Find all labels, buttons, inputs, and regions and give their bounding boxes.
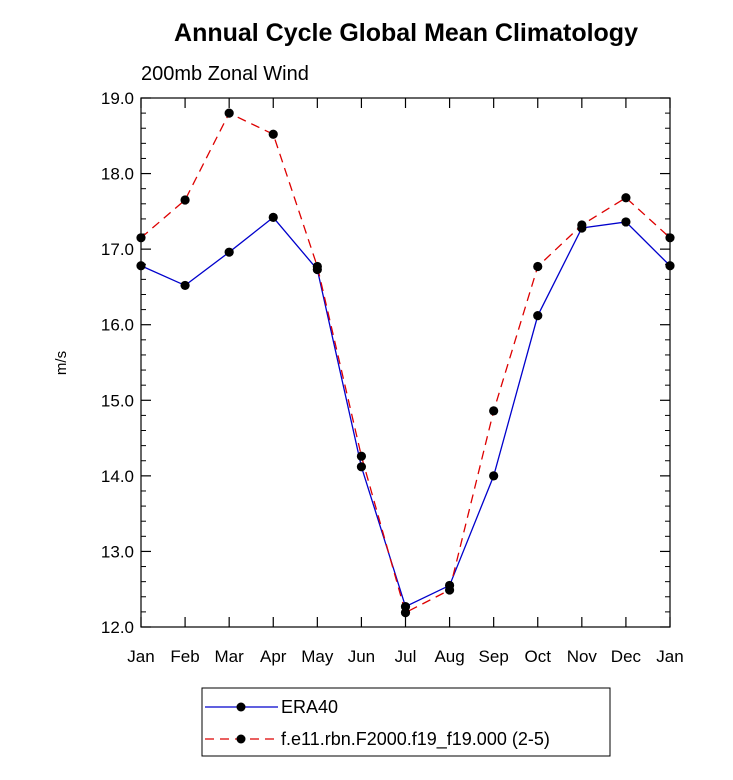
x-tick-label: Jul	[395, 647, 417, 666]
y-tick-label: 17.0	[101, 240, 134, 259]
series-0-point	[665, 261, 675, 271]
legend-entry-era40: ERA40	[205, 697, 338, 717]
y-tick-label: 12.0	[101, 618, 134, 637]
series-1-point	[665, 233, 675, 243]
series-0-point	[489, 471, 499, 481]
series-1-point	[224, 108, 234, 118]
series-1-point	[356, 451, 367, 461]
series-0-point	[224, 247, 234, 257]
series-1-point	[489, 406, 499, 416]
series-1-point	[312, 261, 322, 272]
y-tick-label: 15.0	[101, 391, 134, 410]
x-tick-label: Aug	[434, 647, 464, 666]
x-tick-label: Feb	[170, 647, 199, 666]
x-tick-label: May	[301, 647, 334, 666]
legend-box	[201, 687, 611, 757]
series-0-point	[180, 280, 190, 291]
series-0-point	[356, 462, 367, 472]
series-0-point	[136, 261, 146, 271]
legend-marker-model	[236, 734, 246, 744]
series-line-0	[140, 216, 671, 608]
series-1-point	[444, 585, 455, 595]
legend-label-model: f.e11.rbn.F2000.f19_f19.000 (2-5)	[281, 729, 550, 750]
x-tick-label: Dec	[611, 647, 642, 666]
x-tick-label: Nov	[567, 647, 598, 666]
series-0-point	[621, 217, 631, 227]
x-ticks: Jan Feb Mar Apr May Jun Jul Aug Sep Oct Nov Dec Jan	[127, 98, 684, 666]
x-tick-label: Apr	[260, 647, 287, 666]
x-tick-label: Oct	[525, 647, 552, 666]
chart-subtitle: 200mb Zonal Wind	[141, 63, 309, 85]
series-1-point	[577, 220, 587, 230]
series-0-point	[268, 212, 278, 223]
legend-label-era40: ERA40	[281, 697, 338, 717]
x-tick-label: Jan	[127, 647, 154, 666]
y-minor-ticks	[141, 112, 670, 613]
y-tick-label: 14.0	[101, 467, 134, 486]
series-0-point	[533, 311, 543, 321]
chart-title: Annual Cycle Global Mean Climatology	[174, 19, 638, 47]
series-layer	[136, 108, 675, 618]
y-tick-label: 19.0	[101, 89, 134, 108]
x-tick-label: Sep	[479, 647, 509, 666]
x-tick-label: Mar	[215, 647, 245, 666]
series-1-point	[180, 195, 190, 205]
series-line-1	[140, 112, 671, 614]
y-ticks: 12.0 13.0 14.0 15.0 16.0 17.0 18.0 19.0	[101, 89, 670, 637]
legend-entry-model: f.e11.rbn.F2000.f19_f19.000 (2-5)	[205, 729, 550, 750]
series-1-point	[268, 129, 278, 139]
y-tick-label: 18.0	[101, 165, 134, 184]
plot-frame	[140, 97, 671, 628]
legend: ERA40 f.e11.rbn.F2000.f19_f19.000 (2-5)	[201, 687, 611, 757]
series-1-point	[136, 233, 146, 243]
legend-marker-era40	[236, 702, 246, 712]
x-tick-label: Jan	[656, 647, 683, 666]
series-1-point	[621, 193, 631, 203]
y-tick-label: 16.0	[101, 316, 134, 335]
x-tick-label: Jun	[348, 647, 375, 666]
y-axis-label: m/s	[53, 351, 70, 375]
series-1-point	[400, 608, 411, 618]
series-1-point	[533, 261, 543, 272]
y-tick-label: 13.0	[101, 542, 134, 561]
